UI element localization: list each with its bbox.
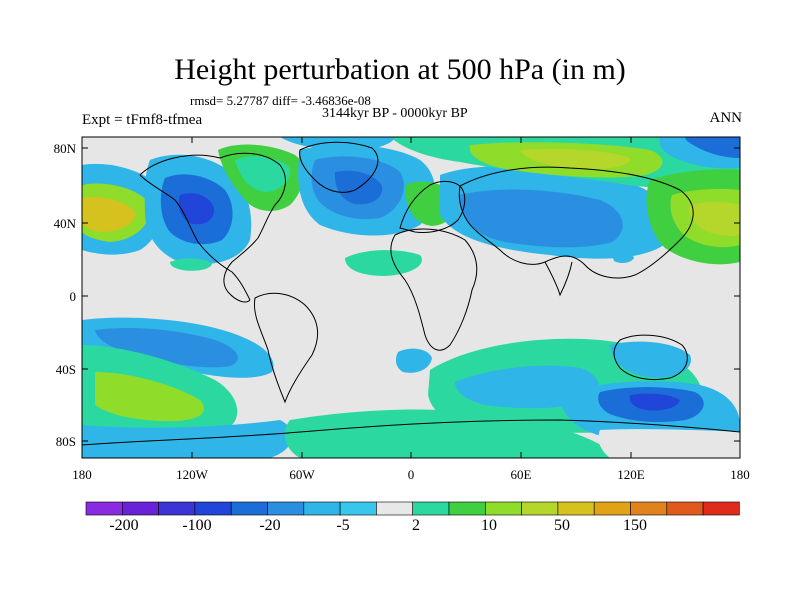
colorbar-label: -5: [336, 517, 350, 534]
lat-tick-label: 40N: [53, 216, 76, 231]
season-label: ANN: [709, 110, 743, 126]
colorbar-swatch: [702, 501, 740, 516]
colorbar-swatch: [122, 501, 159, 516]
lon-tick-label: 60W: [289, 467, 315, 482]
colorbar-swatch: [158, 501, 196, 516]
lat-tick-label: 40S: [55, 362, 76, 377]
colorbar-swatch: [339, 501, 377, 516]
colorbar-swatch: [412, 501, 450, 516]
colorbar-label: -20: [259, 517, 281, 534]
lon-tick-label: 0: [407, 467, 415, 482]
colorbar-label: 50: [554, 517, 570, 534]
colorbar-swatch: [593, 501, 631, 516]
colorbar-swatch: [448, 501, 486, 516]
lat-tick-label: 80N: [53, 141, 76, 156]
colorbar-label: 150: [623, 517, 647, 534]
rmsd-stats: rmsd= 5.27787 diff= -3.46836e-08: [190, 93, 371, 108]
colorbar-label: -100: [182, 517, 212, 534]
lon-tick-label: 120W: [176, 467, 208, 482]
lon-tick-label: 60E: [510, 467, 532, 482]
period-label: 3144kyr BP - 0000kyr BP: [322, 106, 468, 121]
colorbar-label: 10: [481, 517, 497, 534]
lat-tick-label: 80S: [55, 434, 76, 449]
colorbar-swatch: [557, 501, 595, 516]
lon-tick-label: 180: [72, 467, 92, 482]
colorbar-swatch: [666, 501, 704, 516]
plot-title: Height perturbation at 500 hPa (in m): [174, 53, 626, 86]
colorbar-swatch: [194, 501, 232, 516]
contour-field: [82, 137, 740, 458]
colorbar: [85, 501, 740, 516]
colorbar-swatch: [376, 501, 413, 516]
colorbar-swatch: [85, 501, 123, 516]
colorbar-swatch: [484, 501, 522, 516]
experiment-label: Expt = tFmf8-tfmea: [82, 112, 203, 128]
colorbar-label: 2: [412, 517, 420, 534]
colorbar-swatch: [230, 501, 268, 516]
colorbar-swatch: [630, 501, 668, 516]
lat-tick-label: 0: [69, 289, 77, 304]
colorbar-label: -200: [109, 517, 139, 534]
colorbar-swatch: [521, 501, 559, 516]
lon-tick-label: 180: [730, 467, 750, 482]
colorbar-swatch: [267, 501, 305, 516]
colorbar-swatch: [303, 501, 341, 516]
lon-tick-label: 120E: [617, 467, 645, 482]
